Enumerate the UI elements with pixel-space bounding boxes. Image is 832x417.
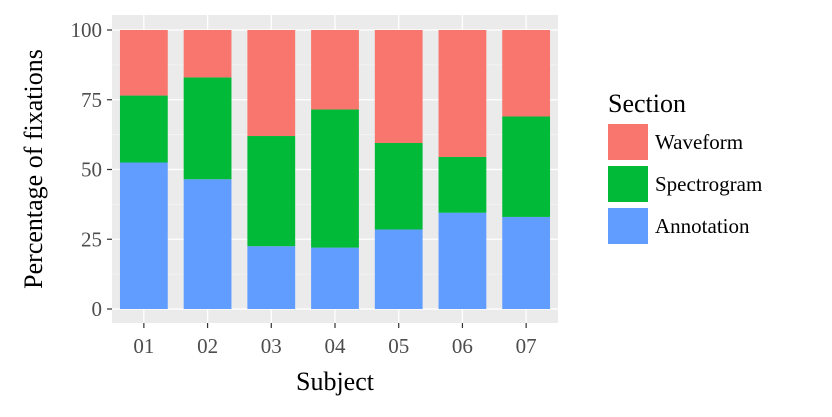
bar-segment-spectrogram-01 — [119, 95, 168, 163]
bars — [119, 30, 551, 309]
legend-label-waveform: Waveform — [655, 130, 743, 154]
legend-key-annotation — [608, 208, 648, 244]
x-tick-label: 05 — [388, 334, 409, 358]
y-axis: 0 25 50 75 100 — [71, 18, 112, 321]
y-tick-label: 25 — [81, 227, 102, 251]
bar-segment-annotation-04 — [311, 247, 359, 309]
legend-title: Section — [608, 89, 686, 118]
x-tick-label: 03 — [261, 334, 282, 358]
legend-label-annotation: Annotation — [655, 214, 750, 238]
bar-segment-waveform-03 — [247, 30, 296, 137]
x-axis: 01 02 03 04 05 06 07 — [133, 323, 537, 358]
bar-segment-annotation-03 — [247, 246, 296, 309]
bar-segment-annotation-05 — [374, 229, 423, 309]
legend-label-spectrogram: Spectrogram — [655, 172, 762, 196]
bar-segment-annotation-06 — [438, 212, 487, 309]
bar-segment-waveform-01 — [119, 30, 168, 96]
y-axis-title: Percentage of fixations — [19, 49, 48, 289]
bar-segment-waveform-07 — [502, 30, 551, 117]
y-tick-label: 0 — [92, 297, 103, 321]
y-tick-label: 50 — [81, 158, 102, 182]
bar-segment-spectrogram-04 — [311, 109, 359, 248]
bar-segment-spectrogram-05 — [374, 142, 423, 230]
bar-segment-spectrogram-06 — [438, 156, 487, 213]
x-tick-label: 04 — [325, 334, 347, 358]
y-tick-label: 75 — [81, 88, 102, 112]
bar-segment-spectrogram-03 — [247, 136, 296, 247]
bar-segment-waveform-02 — [183, 30, 232, 78]
bar-segment-spectrogram-07 — [502, 116, 551, 217]
legend-key-waveform — [608, 124, 648, 160]
bar-segment-annotation-07 — [502, 216, 551, 309]
bar-segment-waveform-06 — [438, 30, 487, 157]
bar-segment-annotation-01 — [119, 162, 168, 309]
bar-segment-waveform-05 — [374, 30, 423, 143]
x-tick-label: 07 — [516, 334, 537, 358]
x-tick-label: 01 — [133, 334, 154, 358]
bar-segment-waveform-04 — [311, 30, 359, 110]
x-tick-label: 06 — [452, 334, 473, 358]
bar-segment-spectrogram-02 — [183, 77, 232, 180]
legend: Section Waveform Spectrogram Annotation — [608, 89, 762, 244]
bar-segment-annotation-02 — [183, 179, 232, 309]
x-axis-title: Subject — [296, 367, 375, 396]
x-tick-label: 02 — [197, 334, 218, 358]
legend-key-spectrogram — [608, 166, 648, 202]
y-tick-label: 100 — [71, 18, 103, 42]
